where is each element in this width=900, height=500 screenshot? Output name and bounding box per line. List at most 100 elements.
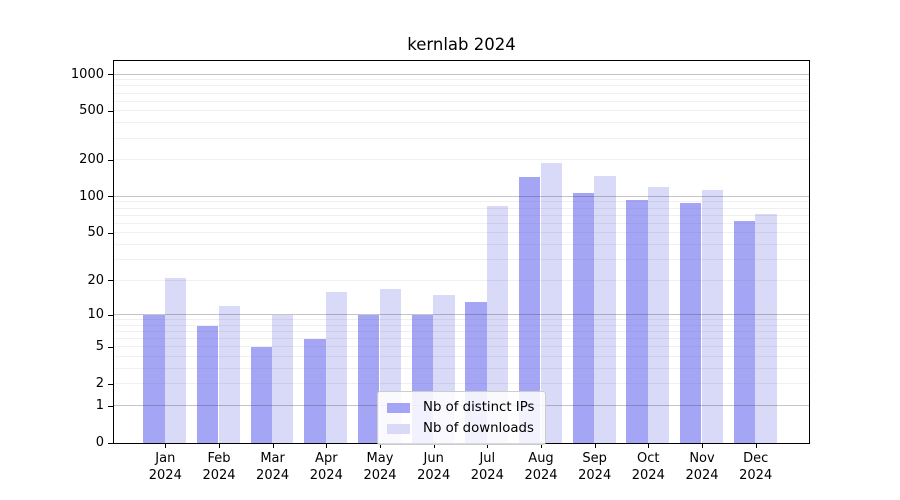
y-tick-label-200: 200 xyxy=(79,152,104,168)
gridline-major-100 xyxy=(114,195,809,197)
gridline-minor xyxy=(114,346,809,348)
gridline-minor xyxy=(114,368,809,370)
bar-downloads-apr xyxy=(325,291,348,443)
x-tick-label-jan: Jan 2024 xyxy=(148,450,182,483)
y-tick-label-1000: 1000 xyxy=(70,66,104,82)
gridline-minor xyxy=(114,79,809,81)
x-tick xyxy=(326,442,328,448)
gridline-minor xyxy=(114,338,809,340)
bar-distinct-ips-nov xyxy=(680,203,702,443)
legend-entry-distinct-ips: Nb of distinct IPs xyxy=(387,397,536,418)
y-tick xyxy=(108,314,113,316)
y-tick xyxy=(108,110,113,112)
gridline-minor xyxy=(114,122,809,124)
gridline-minor xyxy=(114,222,809,224)
y-tick xyxy=(108,196,113,198)
x-tick xyxy=(165,442,167,448)
gridline-minor xyxy=(114,85,809,87)
x-tick-label-may: May 2024 xyxy=(363,450,397,483)
bar-distinct-ips-may xyxy=(358,315,380,443)
gridline-minor xyxy=(114,243,809,245)
bar-downloads-oct xyxy=(647,187,670,443)
bar-distinct-ips-feb xyxy=(197,325,219,443)
bar-distinct-ips-sep xyxy=(572,192,595,443)
bar-downloads-sep xyxy=(594,176,616,443)
y-tick-label-0: 0 xyxy=(95,435,104,450)
x-tick xyxy=(755,442,757,448)
y-tick-label-500: 500 xyxy=(79,103,104,119)
gridline-minor xyxy=(114,258,809,260)
bar-downloads-feb xyxy=(218,306,240,443)
legend: Nb of distinct IPs Nb of downloads xyxy=(377,391,546,445)
y-tick-label-100: 100 xyxy=(79,188,104,204)
gridline-minor xyxy=(114,383,809,385)
gridline-minor xyxy=(114,214,809,216)
gridline-minor xyxy=(114,331,809,333)
y-tick xyxy=(108,74,113,75)
bar-downloads-nov xyxy=(701,189,723,443)
x-tick xyxy=(541,442,542,448)
gridline-minor xyxy=(114,110,809,112)
bar-distinct-ips-dec xyxy=(733,221,756,443)
gridline-minor xyxy=(114,100,809,102)
legend-label-distinct-ips: Nb of distinct IPs xyxy=(423,400,535,415)
y-tick xyxy=(108,383,113,385)
x-tick-label-dec: Dec 2024 xyxy=(739,450,773,483)
bar-downloads-mar xyxy=(272,315,294,443)
plot-area: Nb of distinct IPs Nb of downloads xyxy=(113,60,810,445)
y-tick-label-2: 2 xyxy=(95,376,104,392)
gridline-minor xyxy=(114,159,809,161)
x-tick-label-oct: Oct 2024 xyxy=(631,450,665,483)
bar-distinct-ips-apr xyxy=(304,339,326,443)
y-tick-label-10: 10 xyxy=(87,307,104,323)
x-tick xyxy=(219,442,220,448)
gridline-minor xyxy=(114,356,809,358)
gridline-minor xyxy=(114,201,809,203)
x-tick xyxy=(380,442,381,448)
x-tick-label-feb: Feb 2024 xyxy=(202,450,236,483)
y-tick-label-50: 50 xyxy=(87,225,104,241)
bar-downloads-jul xyxy=(486,206,509,443)
legend-swatch-downloads-icon xyxy=(387,423,410,434)
legend-label-downloads: Nb of downloads xyxy=(423,421,534,436)
bar-distinct-ips-aug xyxy=(519,177,541,443)
y-tick xyxy=(108,280,113,282)
gridline-minor xyxy=(114,207,809,209)
x-tick xyxy=(594,442,596,448)
bar-distinct-ips-oct xyxy=(626,200,648,443)
x-tick xyxy=(433,442,435,448)
x-tick-label-sep: Sep 2024 xyxy=(578,450,612,483)
x-tick-label-jun: Jun 2024 xyxy=(417,450,451,483)
y-tick xyxy=(108,232,113,234)
bar-distinct-ips-mar xyxy=(250,347,273,443)
gridline-minor xyxy=(114,232,809,234)
gridline-minor xyxy=(114,324,809,326)
x-tick-label-mar: Mar 2024 xyxy=(256,450,290,483)
legend-entry-downloads: Nb of downloads xyxy=(387,418,536,439)
y-tick xyxy=(108,346,113,348)
bar-downloads-dec xyxy=(755,214,777,443)
y-tick-label-1: 1 xyxy=(95,398,104,413)
legend-swatch-distinct-ips-icon xyxy=(387,402,410,413)
y-tick xyxy=(108,159,113,161)
chart-title: kernlab 2024 xyxy=(407,35,516,54)
gridline-minor xyxy=(114,137,809,139)
bar-downloads-jan xyxy=(164,278,187,443)
x-tick-label-apr: Apr 2024 xyxy=(309,450,343,483)
bar-distinct-ips-jan xyxy=(143,315,165,443)
y-tick xyxy=(108,442,113,444)
gridline-minor xyxy=(114,319,809,321)
x-tick xyxy=(648,442,650,448)
bar-downloads-aug xyxy=(540,162,562,443)
x-tick xyxy=(702,442,703,448)
x-tick-label-aug: Aug 2024 xyxy=(524,450,558,483)
x-tick-label-nov: Nov 2024 xyxy=(685,450,719,483)
x-tick xyxy=(272,442,274,448)
gridline-major-10 xyxy=(114,314,809,316)
gridline-major-1000 xyxy=(114,73,809,75)
x-tick-label-jul: Jul 2024 xyxy=(470,450,504,483)
gridline-minor xyxy=(114,92,809,94)
x-tick xyxy=(487,442,489,448)
y-tick-label-5: 5 xyxy=(95,339,104,355)
